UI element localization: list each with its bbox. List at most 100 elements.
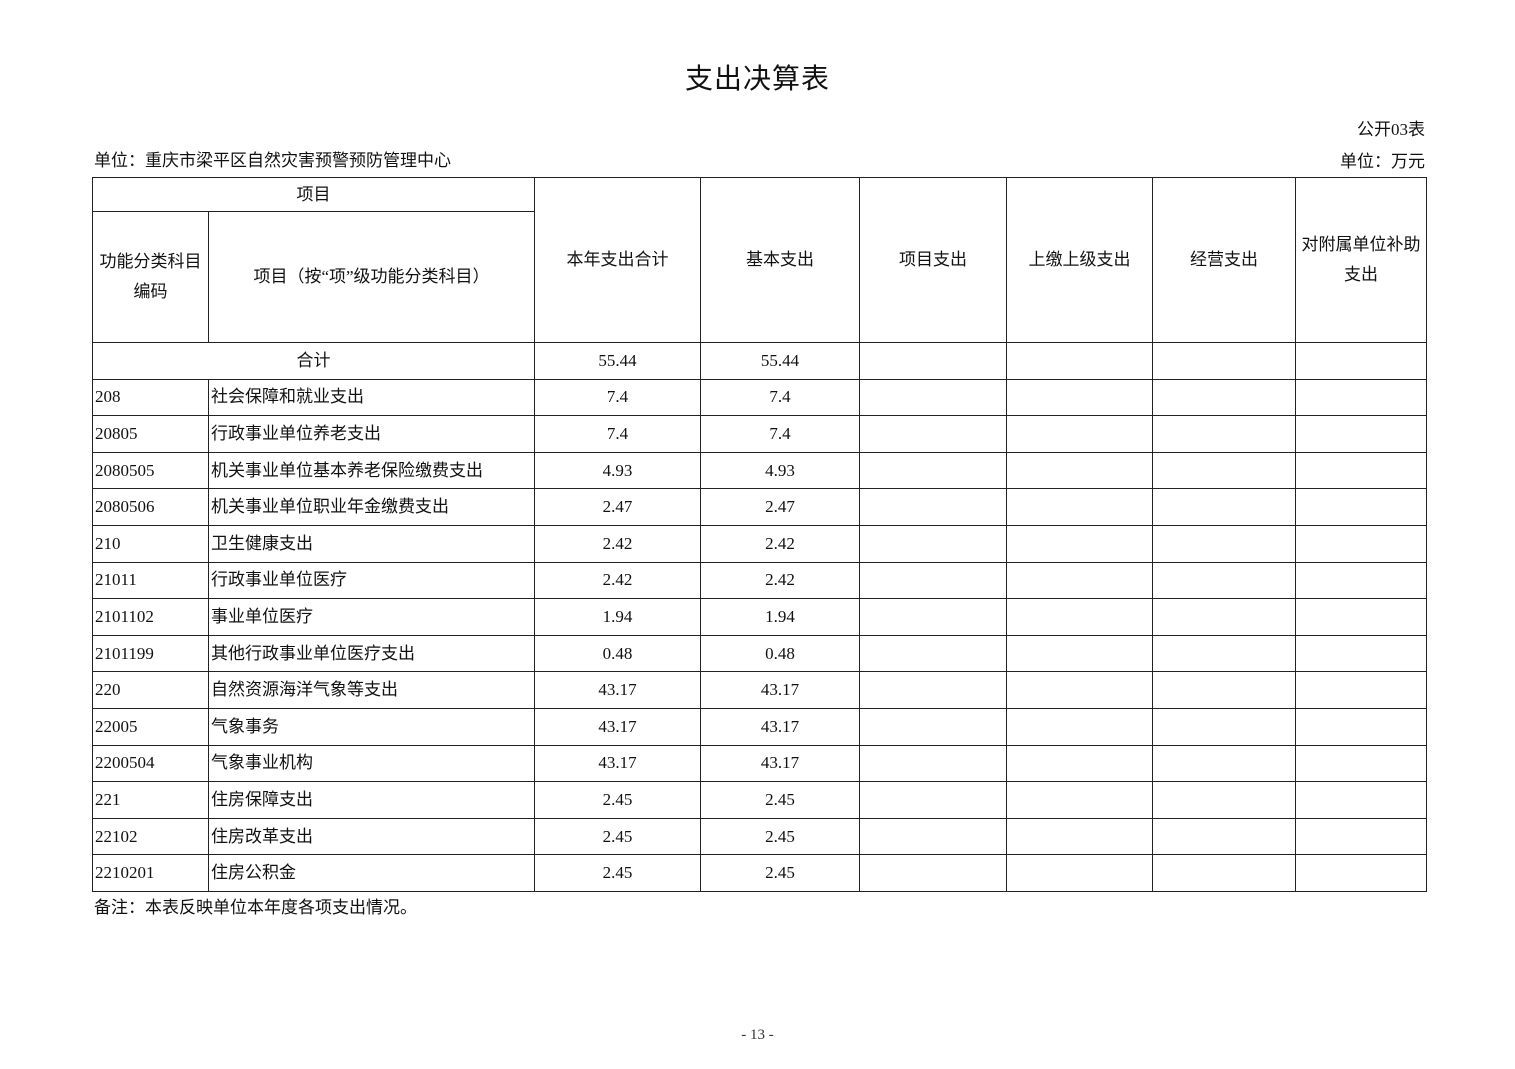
table-row: 22102 住房改革支出 2.45 2.45 xyxy=(92,817,1427,856)
row-basic: 2.45 xyxy=(700,781,860,819)
row-total: 43.17 xyxy=(534,671,701,709)
empty-cell xyxy=(859,598,1007,636)
table-row: 220 自然资源海洋气象等支出 43.17 43.17 xyxy=(92,671,1427,709)
row-name: 社会保障和就业支出 xyxy=(208,378,535,417)
table-row: 20805 行政事业单位养老支出 7.4 7.4 xyxy=(92,415,1427,453)
empty-cell xyxy=(859,854,1007,892)
empty-cell xyxy=(1295,488,1427,526)
empty-cell xyxy=(859,415,1007,453)
row-total: 1.94 xyxy=(534,598,701,636)
empty-cell xyxy=(1006,817,1153,856)
empty-cell xyxy=(1006,598,1153,636)
row-name: 住房改革支出 xyxy=(208,817,535,856)
empty-cell xyxy=(1006,744,1153,783)
empty-cell xyxy=(1152,488,1296,526)
row-code: 210 xyxy=(92,524,209,563)
empty-cell xyxy=(1152,854,1296,892)
row-name: 自然资源海洋气象等支出 xyxy=(208,671,535,709)
table-row: 2101199 其他行政事业单位医疗支出 0.48 0.48 xyxy=(92,634,1427,673)
header-name: 项目（按“项”级功能分类科目） xyxy=(208,211,535,343)
empty-cell xyxy=(1006,488,1153,526)
row-basic: 43.17 xyxy=(700,671,860,709)
table-row: 210 卫生健康支出 2.42 2.42 xyxy=(92,524,1427,563)
row-basic: 2.42 xyxy=(700,524,860,563)
expenditure-table: 项目 本年支出合计 基本支出 项目支出 上缴上级支出 经营支出 对附属单位补助支… xyxy=(92,177,1427,892)
empty-cell xyxy=(1152,415,1296,453)
row-total: 2.42 xyxy=(534,561,701,600)
row-basic: 2.42 xyxy=(700,561,860,600)
empty-cell xyxy=(859,634,1007,673)
empty-cell xyxy=(1006,342,1153,380)
empty-cell xyxy=(1152,342,1296,380)
empty-cell xyxy=(859,342,1007,380)
empty-cell xyxy=(1152,524,1296,563)
row-basic: 2.45 xyxy=(700,854,860,892)
total-total: 55.44 xyxy=(534,342,701,380)
header-project: 项目 xyxy=(92,177,535,212)
row-total: 2.45 xyxy=(534,817,701,856)
empty-cell xyxy=(1006,854,1153,892)
form-number: 公开03表 xyxy=(1357,120,1425,139)
empty-cell xyxy=(1006,781,1153,819)
row-total: 43.17 xyxy=(534,707,701,746)
table-row: 2080505 机关事业单位基本养老保险缴费支出 4.93 4.93 xyxy=(92,451,1427,490)
empty-cell xyxy=(1006,707,1153,746)
empty-cell xyxy=(1295,415,1427,453)
empty-cell xyxy=(859,378,1007,417)
row-code: 2101199 xyxy=(92,634,209,673)
empty-cell xyxy=(1295,524,1427,563)
empty-cell xyxy=(1006,415,1153,453)
empty-cell xyxy=(859,671,1007,709)
row-basic: 2.45 xyxy=(700,817,860,856)
empty-cell xyxy=(859,561,1007,600)
row-total: 2.42 xyxy=(534,524,701,563)
row-basic: 7.4 xyxy=(700,378,860,417)
row-code: 2200504 xyxy=(92,744,209,783)
table-row: 21011 行政事业单位医疗 2.42 2.42 xyxy=(92,561,1427,600)
row-name: 行政事业单位医疗 xyxy=(208,561,535,600)
row-basic: 2.47 xyxy=(700,488,860,526)
row-code: 21011 xyxy=(92,561,209,600)
empty-cell xyxy=(1006,561,1153,600)
empty-cell xyxy=(1152,561,1296,600)
table-row: 2210201 住房公积金 2.45 2.45 xyxy=(92,854,1427,892)
row-name: 事业单位医疗 xyxy=(208,598,535,636)
empty-cell xyxy=(1295,342,1427,380)
table-row: 208 社会保障和就业支出 7.4 7.4 xyxy=(92,378,1427,417)
row-code: 2080505 xyxy=(92,451,209,490)
empty-cell xyxy=(1152,634,1296,673)
row-total: 43.17 xyxy=(534,744,701,783)
row-code: 2080506 xyxy=(92,488,209,526)
empty-cell xyxy=(859,781,1007,819)
empty-cell xyxy=(1295,378,1427,417)
row-code: 208 xyxy=(92,378,209,417)
header-project-expense: 项目支出 xyxy=(859,177,1007,343)
row-basic: 7.4 xyxy=(700,415,860,453)
empty-cell xyxy=(1006,524,1153,563)
empty-cell xyxy=(1152,451,1296,490)
header-upper: 上缴上级支出 xyxy=(1006,177,1153,343)
empty-cell xyxy=(1295,671,1427,709)
row-code: 2101102 xyxy=(92,598,209,636)
total-basic: 55.44 xyxy=(700,342,860,380)
row-total: 2.45 xyxy=(534,854,701,892)
empty-cell xyxy=(859,488,1007,526)
table-row: 2080506 机关事业单位职业年金缴费支出 2.47 2.47 xyxy=(92,488,1427,526)
row-name: 气象事务 xyxy=(208,707,535,746)
empty-cell xyxy=(1152,671,1296,709)
table-row: 2101102 事业单位医疗 1.94 1.94 xyxy=(92,598,1427,636)
row-total: 4.93 xyxy=(534,451,701,490)
row-name: 机关事业单位基本养老保险缴费支出 xyxy=(208,451,535,490)
header-total: 本年支出合计 xyxy=(534,177,701,343)
unit-organization: 单位：重庆市梁平区自然灾害预警预防管理中心 xyxy=(94,151,451,170)
empty-cell xyxy=(1295,451,1427,490)
empty-cell xyxy=(1295,598,1427,636)
table-row: 22005 气象事务 43.17 43.17 xyxy=(92,707,1427,746)
row-name: 其他行政事业单位医疗支出 xyxy=(208,634,535,673)
empty-cell xyxy=(1152,598,1296,636)
unit-currency: 单位：万元 xyxy=(1340,152,1425,171)
row-total: 2.45 xyxy=(534,781,701,819)
row-name: 行政事业单位养老支出 xyxy=(208,415,535,453)
empty-cell xyxy=(1295,817,1427,856)
header-business: 经营支出 xyxy=(1152,177,1296,343)
